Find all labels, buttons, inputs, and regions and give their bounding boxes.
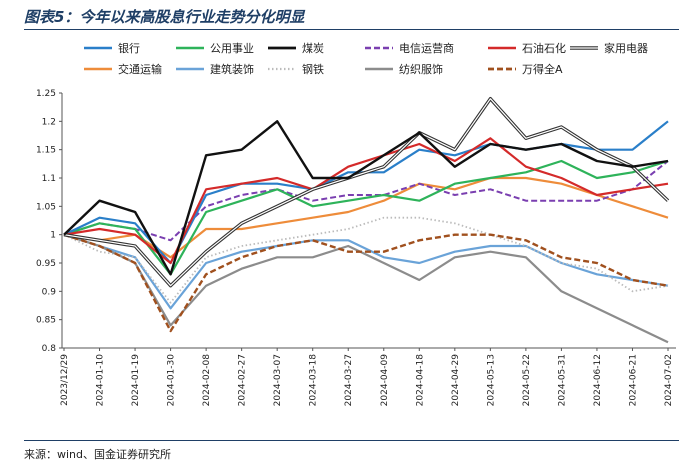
- series-line-0: [63, 120, 669, 265]
- legend-label: 煤炭: [302, 42, 324, 55]
- y-tick-label: 0.95: [36, 259, 56, 269]
- legend-item: 钢铁: [268, 63, 324, 76]
- series-line-5: [63, 96, 670, 288]
- legend-item: 建筑装饰: [176, 62, 254, 76]
- source-note: 来源：wind、国金证券研究所: [24, 448, 172, 461]
- series-line-5-inner: [63, 98, 669, 287]
- legend-label: 银行: [118, 41, 140, 55]
- legend-label: 建筑装饰: [210, 62, 254, 76]
- legend-item: 石油石化: [488, 41, 566, 55]
- legend-item: 煤炭: [268, 42, 324, 55]
- x-tick-label: 2024-04-18: [415, 354, 425, 407]
- legend-label: 纺织服饰: [399, 62, 443, 76]
- y-tick-label: 1.15: [36, 146, 56, 156]
- chart-title: 图表5：今年以来高股息行业走势分化明显: [24, 8, 305, 26]
- x-tick-label: 2024-05-13: [486, 354, 496, 406]
- chart-series-layer: [63, 96, 670, 344]
- legend-label: 钢铁: [302, 63, 324, 76]
- x-tick-label: 2024-04-29: [451, 354, 461, 407]
- y-tick-label: 1.2: [42, 117, 56, 127]
- x-tick-label: 2024-02-27: [238, 354, 248, 406]
- x-tick-label: 2024-05-31: [557, 354, 567, 406]
- legend-item: 银行: [84, 41, 140, 55]
- title-divider: [24, 29, 679, 30]
- series-line-10: [63, 233, 669, 333]
- legend-label: 电信运营商: [399, 41, 454, 55]
- y-tick-label: 1: [50, 231, 56, 241]
- x-tick-label: 2024-01-10: [96, 354, 106, 407]
- series-line-1: [63, 159, 669, 276]
- y-tick-label: 1.25: [36, 89, 56, 99]
- series-line-7: [63, 233, 669, 310]
- x-tick-label: 2024-04-09: [380, 354, 390, 407]
- x-tick-label: 2024-03-27: [344, 354, 354, 406]
- x-tick-label: 2024-02-08: [202, 354, 212, 407]
- x-tick-label: 2024-07-02: [664, 354, 674, 406]
- legend-item: 电信运营商: [365, 41, 454, 55]
- x-tick-label: 2024-03-07: [273, 354, 283, 406]
- x-tick-label: 2024-01-19: [131, 354, 141, 407]
- legend-item: 纺织服饰: [365, 62, 443, 76]
- series-line-2: [63, 120, 669, 276]
- legend-label: 公用事业: [210, 42, 254, 55]
- x-tick-label: 2023/12/29: [60, 354, 70, 406]
- y-tick-label: 0.8: [42, 344, 57, 354]
- x-tick-label: 2024-06-21: [628, 354, 638, 406]
- legend-item: 万得全A: [488, 62, 563, 76]
- series-line-4: [63, 137, 669, 265]
- series-line-8: [63, 216, 669, 304]
- legend-label: 石油石化: [522, 41, 566, 55]
- legend-label: 家用电器: [604, 41, 648, 55]
- series-line-6: [63, 176, 669, 259]
- legend-label: 交通运输: [118, 62, 162, 76]
- x-tick-label: 2024-05-22: [522, 354, 532, 406]
- y-tick-label: 1.1: [42, 174, 56, 184]
- y-tick-label: 0.85: [36, 316, 56, 326]
- x-tick-label: 2024-01-30: [167, 354, 177, 407]
- y-tick-label: 0.9: [42, 287, 57, 297]
- footer-divider: [24, 440, 679, 441]
- series-line-9: [63, 233, 669, 344]
- x-tick-label: 2024-06-12: [593, 354, 603, 406]
- x-tick-label: 2024-03-18: [309, 354, 319, 407]
- y-tick-label: 1.05: [36, 202, 56, 212]
- legend-label: 万得全A: [522, 62, 563, 76]
- series-line-3: [63, 160, 669, 242]
- legend-item: 公用事业: [176, 42, 254, 55]
- series-line-5-outer: [63, 96, 670, 288]
- chart-axes: 1.25 1.2 1.15 1.1 1.05 1 0.95 0.9 0.85 0.82023/12…: [36, 89, 676, 406]
- legend-item: 交通运输: [84, 62, 162, 76]
- legend-item: 家用电器: [570, 41, 648, 55]
